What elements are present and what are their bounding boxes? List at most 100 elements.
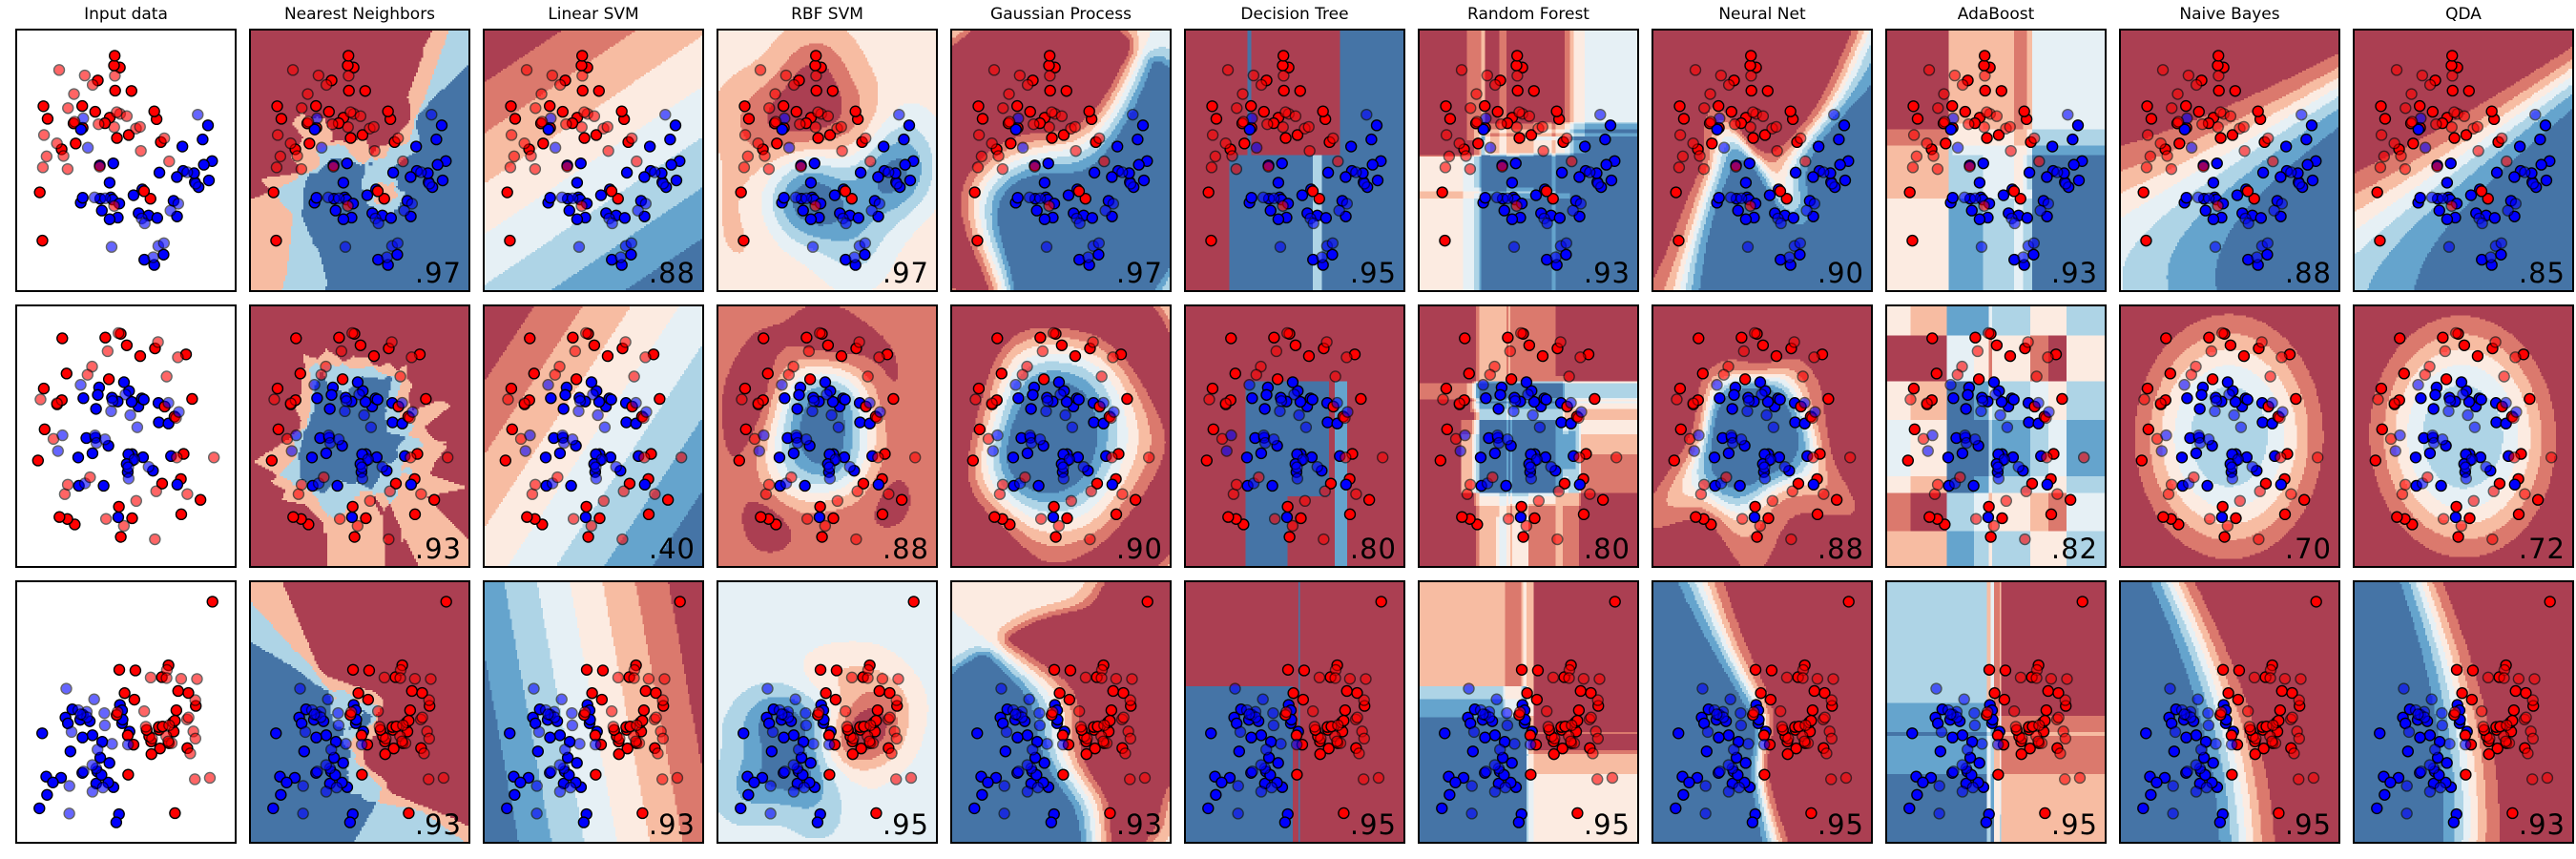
test-point [1701,725,1714,739]
test-point [2510,406,2523,418]
test-point [1072,705,1086,718]
train-point [1995,395,2008,409]
test-point [364,421,378,433]
train-point [883,686,896,700]
test-point [2293,773,2305,786]
test-point [1747,106,1759,118]
test-point [1230,478,1243,491]
train-point [2488,212,2502,224]
train-point [2485,105,2498,117]
train-point [887,392,900,406]
train-point [387,743,400,755]
train-point [738,100,751,113]
score-label: .95 [882,808,929,841]
train-point [1502,331,1514,344]
test-point [580,326,592,340]
test-point [2471,120,2483,134]
test-point [2016,732,2028,744]
classifier-panel: .88 [2119,29,2340,292]
test-point [1994,409,2006,422]
train-point [971,234,984,247]
test-point [639,351,652,364]
train-point [1117,686,1130,700]
test-point [530,102,542,115]
test-point [890,732,904,745]
test-point [426,108,438,121]
test-point [1776,721,1789,733]
test-point [998,807,1010,820]
test-point [1513,106,1526,118]
test-point [535,88,548,100]
train-point [108,59,120,72]
test-point [1910,150,1923,163]
test-point [1527,409,1539,422]
train-point [1141,596,1153,608]
test-point [1687,397,1699,409]
train-point [1713,192,1725,204]
test-point [1265,781,1278,794]
test-point [1935,725,1948,739]
train-point [1105,704,1118,717]
train-point [1272,213,1285,225]
train-point [1980,816,1993,828]
train-point [2394,332,2406,345]
test-point [1488,786,1502,798]
test-point [98,433,112,446]
scatter-layer [267,596,452,828]
train-point [1319,212,1333,224]
train-point [1321,166,1335,179]
train-point [2509,684,2522,698]
test-point [1326,237,1339,249]
train-point [991,332,1004,345]
test-point [2293,178,2306,190]
train-point [1969,331,1982,344]
train-point [186,392,198,406]
test-point [764,807,777,820]
train-point [1472,137,1485,150]
test-point [2203,513,2216,525]
train-point [1839,174,1852,187]
test-point [1003,88,1015,100]
test-point [1000,725,1013,739]
train-point [1104,807,1116,820]
test-point [1117,711,1130,723]
test-point [2434,781,2447,794]
train-point [2374,727,2386,740]
train-point [2306,174,2319,187]
test-point [1591,773,1604,786]
test-point [1724,693,1736,705]
test-point [93,160,106,173]
test-point [1778,460,1791,473]
test-point [1106,451,1118,464]
test-point [2458,110,2471,122]
test-point [2234,421,2248,433]
test-point [2032,396,2045,409]
test-point [109,70,121,82]
classifier-panel: .93 [1885,29,2107,292]
test-point [1065,494,1078,508]
test-point [2378,150,2391,163]
train-point [1038,177,1051,189]
test-point [823,472,837,485]
test-point [601,120,613,134]
test-point [1220,445,1233,457]
test-point [164,204,177,217]
train-point [322,105,335,118]
train-point [661,493,675,506]
train-point [1739,177,1753,189]
train-point [1903,802,1916,815]
test-point [406,406,419,418]
test-point [1536,120,1548,134]
test-point [1722,759,1735,771]
train-point [1321,416,1334,429]
test-point [106,395,119,408]
train-point [808,157,821,170]
test-point [2185,141,2198,154]
train-point [1257,105,1270,118]
train-point [2507,704,2521,717]
test-point [518,137,530,150]
test-point [794,117,806,131]
train-point [2212,59,2224,72]
test-point [2395,150,2407,162]
test-point [52,445,64,457]
